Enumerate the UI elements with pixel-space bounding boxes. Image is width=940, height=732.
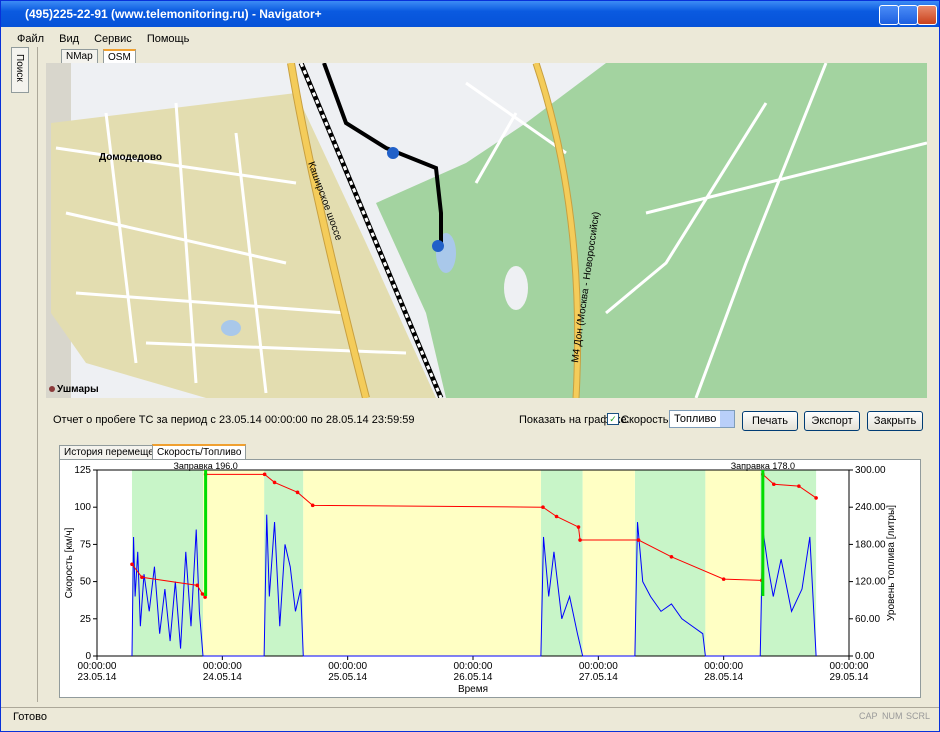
y-tick-label: 50 <box>80 577 92 588</box>
y2-tick-label: 0.00 <box>855 651 875 662</box>
interval-band <box>582 470 635 656</box>
annotation: Заправка 196.0 <box>173 461 237 471</box>
series-point <box>576 525 581 529</box>
series-point <box>578 538 582 542</box>
splitter <box>37 47 46 702</box>
annotation: Заправка 178.0 <box>731 461 795 471</box>
y-tick-label: 125 <box>74 465 91 476</box>
y2-tick-label: 300.00 <box>855 465 886 476</box>
speed-checkbox[interactable]: ✓ <box>607 413 619 425</box>
x-tick-label: 00:00:00 25.05.14 <box>328 661 368 683</box>
x-tick-label: 00:00:00 23.05.14 <box>77 661 117 683</box>
menu-item[interactable]: Вид <box>59 33 80 45</box>
status-indicator: SCRL <box>906 711 931 721</box>
close-report-button[interactable]: Закрыть <box>867 411 923 431</box>
map-tab[interactable]: NMap <box>61 49 98 64</box>
select-value: Топливо <box>674 413 717 425</box>
export-button[interactable]: Экспорт <box>804 411 860 431</box>
interval-band <box>705 470 761 656</box>
chart: Скорость [км/ч] Уровень топлива [литры] … <box>64 461 897 695</box>
x-tick-label: 00:00:00 28.05.14 <box>704 661 744 683</box>
map-label: Ушмары <box>57 384 99 395</box>
status-indicator: NUM <box>882 711 903 721</box>
menu-item[interactable]: Помощь <box>146 33 190 45</box>
series-line <box>131 514 817 657</box>
series-point <box>272 480 277 485</box>
series-point <box>721 577 726 581</box>
menu-bar: Файл Вид Сервис Помощь <box>11 33 195 45</box>
report-tab[interactable]: Скорость/Топливо <box>152 444 247 460</box>
report-title: Отчет о пробеге ТС за период с 23.05.14 … <box>53 414 415 426</box>
title-bar: (495)225-22-91 (www.telemonitoring.ru) -… <box>1 1 939 27</box>
series-point <box>140 575 144 580</box>
y-tick-label: 100 <box>74 502 91 513</box>
y2-axis-label: Уровень топлива [литры] <box>886 505 897 621</box>
map-tab[interactable]: OSM <box>103 49 136 65</box>
interval-band <box>203 470 265 656</box>
x-tick-label: 00:00:00 27.05.14 <box>578 661 618 683</box>
series-point <box>636 538 641 542</box>
series-point <box>200 592 205 596</box>
menu-item[interactable]: Сервис <box>94 33 132 45</box>
y-tick-label: 0 <box>85 651 91 662</box>
series-point <box>295 490 300 495</box>
x-axis-label: Время <box>458 684 488 695</box>
status-text: Готово <box>13 711 47 723</box>
map-label: Домодедово <box>99 152 162 163</box>
y-tick-label: 25 <box>80 614 92 625</box>
series-point <box>554 514 559 519</box>
y2-tick-label: 180.00 <box>855 539 886 550</box>
y2-tick-label: 240.00 <box>855 502 886 513</box>
y-tick-label: 75 <box>80 539 92 550</box>
series-point <box>195 583 200 588</box>
checkbox-label: Скорость <box>621 414 669 426</box>
minimize-button[interactable] <box>879 5 899 25</box>
side-tab[interactable]: Поиск <box>11 47 29 93</box>
chart-panel: Скорость [км/ч] Уровень топлива [литры] … <box>59 459 921 698</box>
x-tick-label: 00:00:00 26.05.14 <box>453 661 493 683</box>
print-button[interactable]: Печать <box>742 411 798 431</box>
y2-tick-label: 120.00 <box>855 577 886 588</box>
series-point <box>310 503 315 508</box>
series-point <box>541 505 545 509</box>
y-axis-label: Скорость [км/ч] <box>64 527 75 598</box>
series-point <box>772 482 776 487</box>
interval-band <box>131 470 204 656</box>
map[interactable]: Домодедово Каширское шоссе М4 Дон (Москв… <box>46 63 927 398</box>
series-point <box>203 595 207 599</box>
maximize-button[interactable] <box>898 5 918 25</box>
window-title: (495)225-22-91 (www.telemonitoring.ru) -… <box>25 7 322 21</box>
series-point <box>262 472 267 477</box>
series-point <box>797 484 801 488</box>
interval-band <box>760 470 817 656</box>
fuel-select[interactable]: Топливо <box>669 410 735 428</box>
show-label: Показать на графике: <box>519 414 630 426</box>
y2-tick-label: 60.00 <box>855 614 880 625</box>
menu-item[interactable]: Файл <box>17 33 45 45</box>
status-bar: Готово CAP NUM SCRL <box>1 707 939 728</box>
interval-band <box>634 470 706 656</box>
series-point <box>669 555 674 559</box>
status-indicator: CAP <box>859 711 878 721</box>
side-tab-label: Поиск <box>14 54 25 82</box>
series-point <box>130 562 134 567</box>
series-point <box>814 496 818 500</box>
x-tick-label: 00:00:00 29.05.14 <box>829 661 869 683</box>
interval-band <box>303 470 541 656</box>
x-tick-label: 00:00:00 24.05.14 <box>202 661 242 683</box>
close-button[interactable] <box>917 5 937 25</box>
